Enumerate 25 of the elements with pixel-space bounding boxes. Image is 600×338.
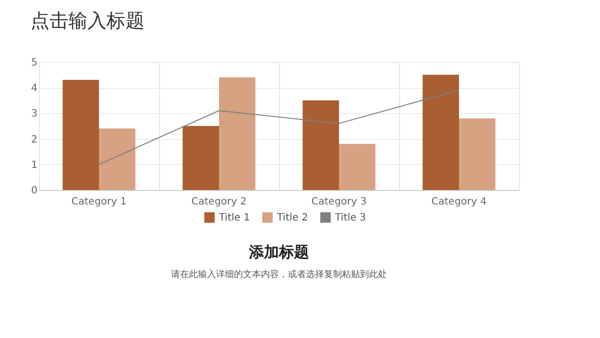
y-tick-label: 1	[31, 160, 38, 171]
x-tick-label: Category 2	[191, 196, 247, 208]
x-tick-label: Category 3	[311, 196, 367, 208]
y-tick-label: 3	[31, 108, 38, 120]
bar	[219, 77, 256, 190]
chart-title: 点击输入标题	[30, 10, 145, 32]
text: 添加标题	[248, 243, 309, 261]
bar	[302, 100, 339, 190]
legend-label: Title 1	[218, 212, 250, 224]
y-tick-label: 2	[31, 134, 38, 146]
bar	[339, 144, 376, 190]
bar	[422, 74, 459, 190]
y-tick-label: 0	[31, 186, 38, 196]
bar	[99, 128, 136, 190]
bar	[182, 126, 219, 190]
x-tick-label: Category 4	[431, 196, 487, 208]
line-series	[98, 90, 460, 165]
legend-label: Title 3	[334, 212, 366, 224]
bar	[62, 80, 99, 190]
bar	[459, 118, 496, 190]
legend-label: Title 2	[276, 212, 308, 224]
y-tick-label: 5	[31, 58, 38, 68]
x-tick-label: Category 1	[71, 196, 127, 208]
text: 请在此输入详细的文本内容，或者选择复制粘贴到此处	[171, 269, 387, 280]
y-tick-label: 4	[31, 83, 38, 94]
